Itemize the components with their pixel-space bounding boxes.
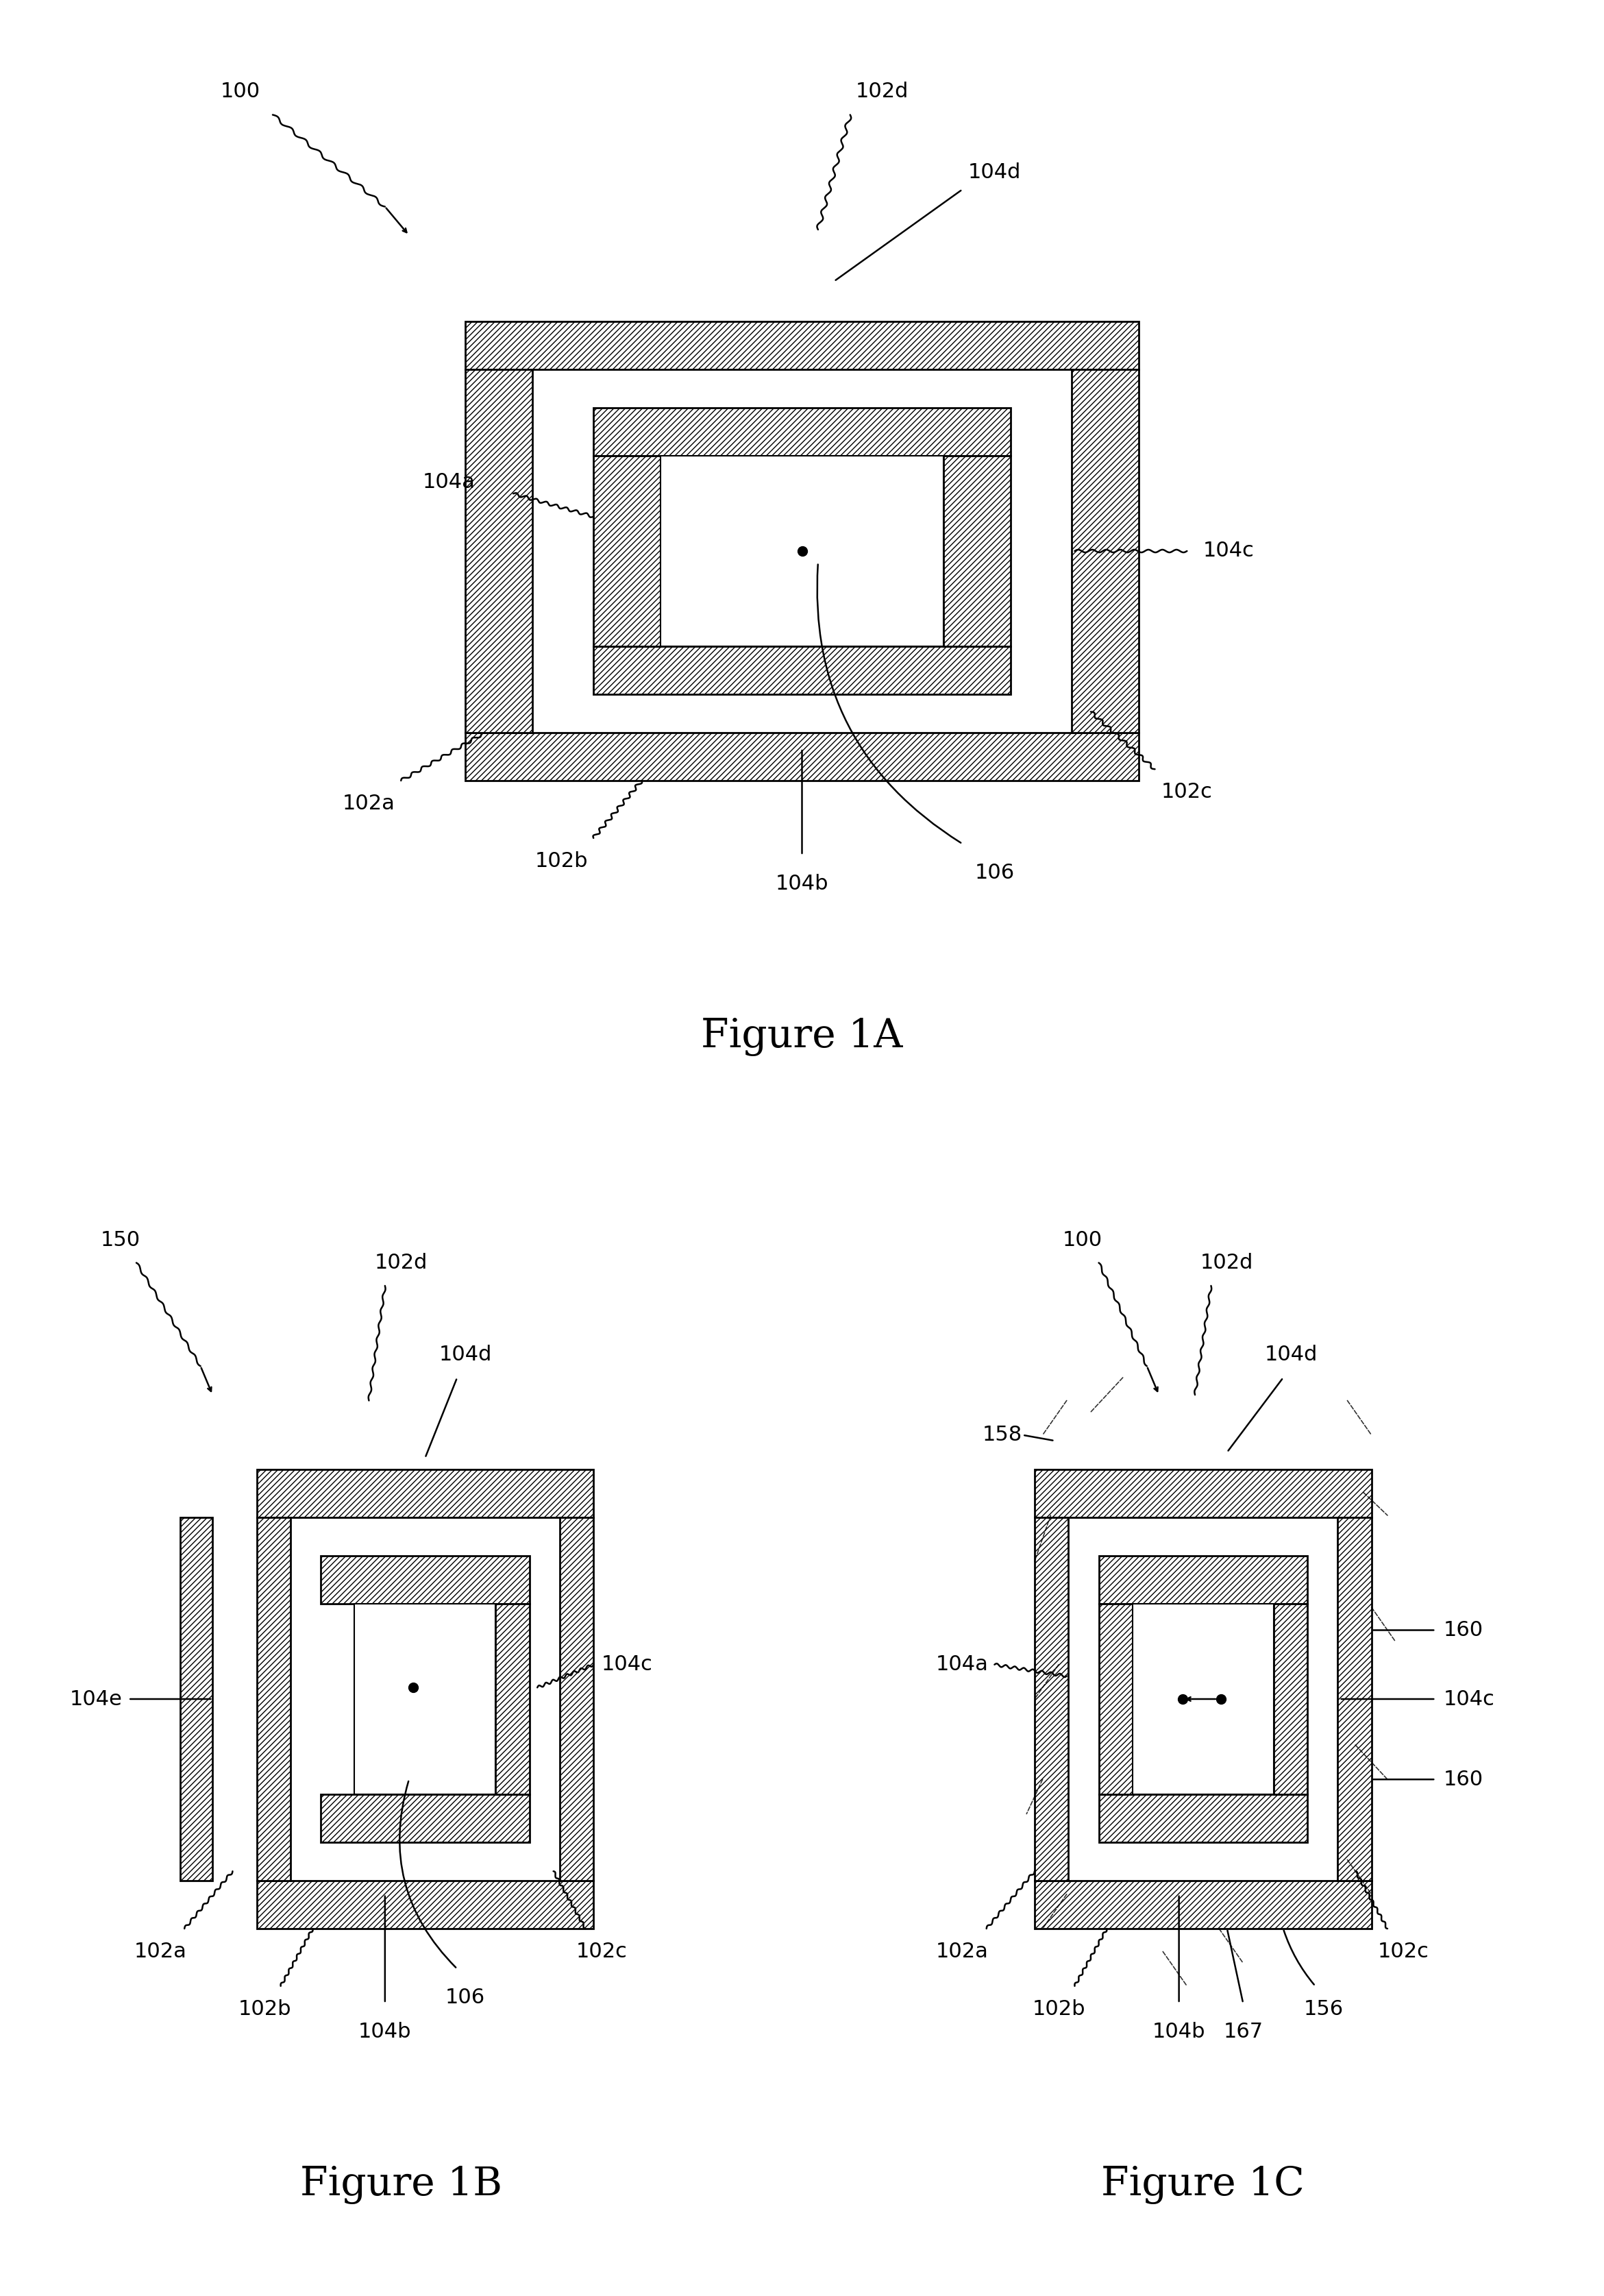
Text: 104d: 104d [438,1345,492,1364]
Bar [661,455,943,647]
Bar [465,321,1139,370]
Text: 104c: 104c [1444,1690,1495,1708]
Bar [1035,1518,1068,1880]
Text: 102a: 102a [343,794,395,813]
Bar [257,1880,593,1929]
Text: 102b: 102b [1031,2000,1086,2018]
Text: 167: 167 [1224,2023,1262,2041]
Bar [1035,1880,1371,1929]
Text: 104a: 104a [423,473,475,491]
Text: 104b: 104b [1152,2023,1206,2041]
Text: 156: 156 [1304,2000,1343,2018]
Bar [1274,1603,1307,1795]
Text: Figure 1A: Figure 1A [701,1017,903,1056]
Text: 102d: 102d [855,83,909,101]
Bar [321,1557,529,1603]
Text: 106: 106 [975,863,1014,882]
Bar [257,1469,593,1518]
Bar [1338,1518,1371,1880]
Text: 104a: 104a [937,1655,988,1674]
Bar [593,409,1011,455]
Bar [593,455,661,647]
Bar [1099,1795,1307,1841]
Text: 104d: 104d [967,163,1022,181]
Text: 158: 158 [983,1426,1022,1444]
Bar [1035,1469,1371,1518]
Text: 100: 100 [1063,1231,1102,1249]
Text: 150: 150 [101,1231,140,1249]
Text: Figure 1C: Figure 1C [1102,2165,1304,2204]
Text: 160: 160 [1444,1621,1484,1639]
Bar [560,1518,593,1880]
Text: 106: 106 [446,1988,484,2007]
Text: 102d: 102d [374,1254,428,1272]
Text: 102d: 102d [1200,1254,1254,1272]
Text: 102c: 102c [1161,783,1213,801]
Text: 102b: 102b [534,852,589,870]
Text: 102b: 102b [237,2000,292,2018]
Text: 102a: 102a [937,1942,988,1961]
Text: 104b: 104b [358,2023,412,2041]
Bar [1132,1603,1274,1795]
Bar [354,1603,496,1795]
Text: 104e: 104e [71,1690,122,1708]
Text: 160: 160 [1444,1770,1484,1789]
Bar [180,1518,212,1880]
Bar [1099,1603,1132,1795]
Text: 104d: 104d [1264,1345,1318,1364]
Text: 104c: 104c [1203,542,1254,560]
Bar [257,1518,290,1880]
Text: 104c: 104c [602,1655,653,1674]
Bar [1071,370,1139,732]
Text: 104b: 104b [775,875,829,893]
Text: Figure 1B: Figure 1B [300,2165,502,2204]
Text: 102c: 102c [576,1942,627,1961]
Text: 100: 100 [221,83,260,101]
Bar [496,1603,529,1795]
Bar [1099,1557,1307,1603]
Bar [321,1795,529,1841]
Bar [943,455,1011,647]
Bar [593,647,1011,693]
Text: 102a: 102a [135,1942,186,1961]
Text: 102c: 102c [1378,1942,1429,1961]
Bar [465,370,533,732]
Bar [465,732,1139,781]
